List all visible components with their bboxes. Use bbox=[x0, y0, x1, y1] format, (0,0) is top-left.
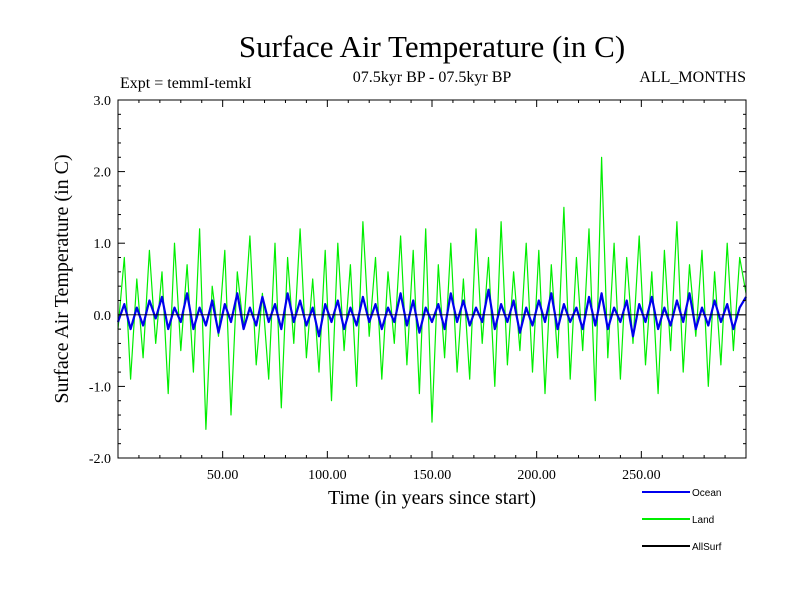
legend-land-label: Land bbox=[692, 515, 714, 526]
x-tick-label: 250.00 bbox=[622, 468, 661, 483]
legend-ocean-label: Ocean bbox=[692, 488, 721, 499]
y-tick-label: -2.0 bbox=[89, 452, 111, 467]
y-axis-label: Surface Air Temperature (in C) bbox=[51, 154, 73, 403]
y-tick-label: 3.0 bbox=[94, 94, 112, 109]
x-tick-label: 100.00 bbox=[308, 468, 347, 483]
legend-allsurf-label: AllSurf bbox=[692, 542, 722, 553]
x-tick-label: 150.00 bbox=[413, 468, 452, 483]
chart-title: Surface Air Temperature (in C) bbox=[239, 29, 625, 64]
series-land-line bbox=[117, 156, 747, 430]
y-tick-label: 0.0 bbox=[94, 309, 112, 324]
y-tick-label: 2.0 bbox=[94, 166, 112, 181]
x-tick-label: 200.00 bbox=[517, 468, 556, 483]
plot-area bbox=[116, 99, 747, 459]
y-tick-label: -1.0 bbox=[89, 380, 111, 395]
x-tick-label: 50.00 bbox=[207, 468, 239, 483]
series-layer bbox=[116, 156, 747, 430]
period-label: 07.5kyr BP - 07.5kyr BP bbox=[353, 69, 512, 86]
experiment-label: Expt = temmI-temkI bbox=[120, 75, 252, 92]
legend: Ocean Land AllSurf bbox=[642, 488, 722, 553]
y-tick-label: 1.0 bbox=[94, 237, 112, 252]
months-label: ALL_MONTHS bbox=[639, 69, 746, 86]
series-ocean-line bbox=[116, 288, 747, 338]
ticks-layer: 50.00 100.00 150.00 200.00 250.00 -2.0 -1.0 0.0… bbox=[89, 94, 746, 483]
x-axis-label: Time (in years since start) bbox=[328, 487, 536, 509]
